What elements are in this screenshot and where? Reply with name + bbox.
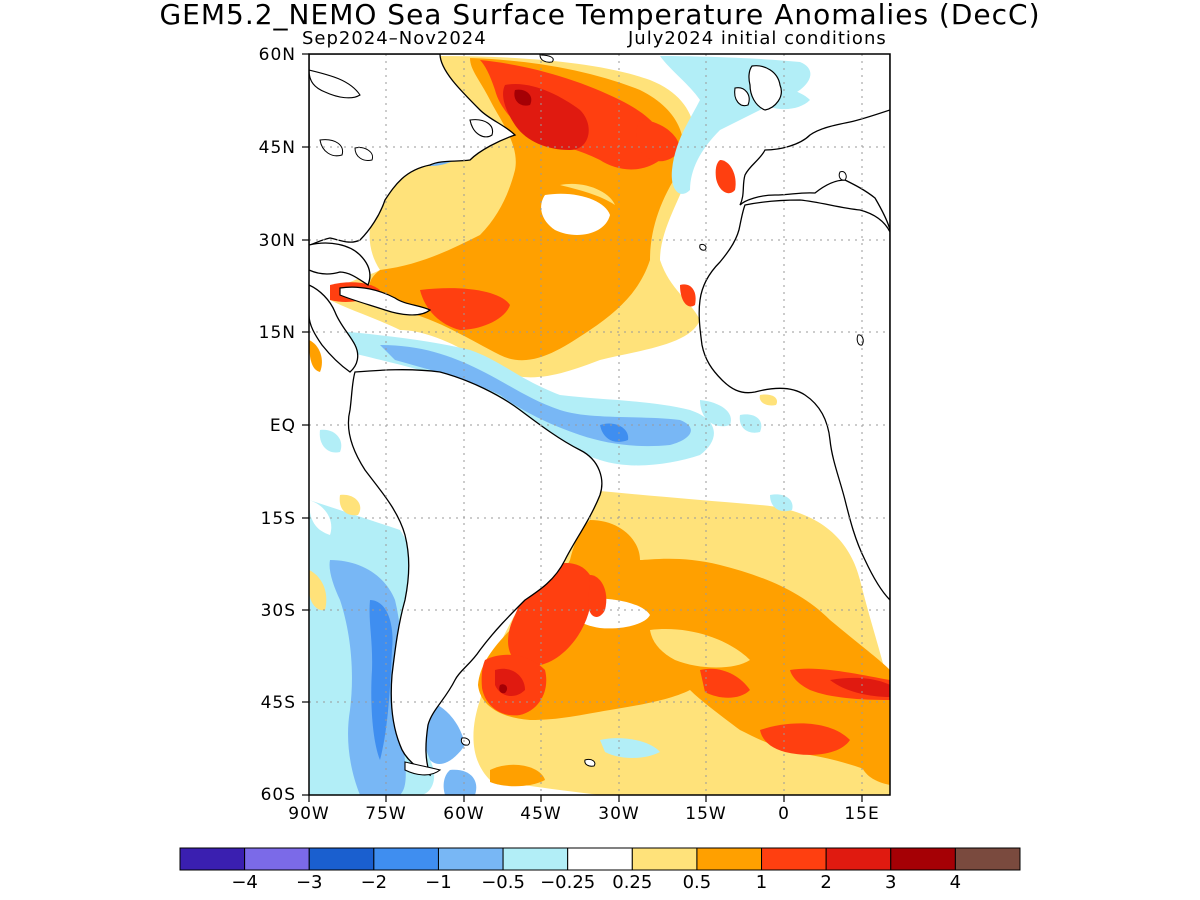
lat-label-15n: 15N: [258, 323, 296, 343]
graticule: [309, 54, 890, 795]
colorbar-label: 0.5: [682, 872, 712, 893]
colorbar-label: 3: [885, 872, 897, 893]
lat-label-30n: 30N: [258, 231, 296, 251]
land-masses: [309, 54, 890, 777]
colorbar-swatch: [244, 847, 310, 871]
colorbar-label: −1: [425, 872, 452, 893]
colorbar-swatch: [308, 847, 375, 871]
lat-label-60s: 60S: [260, 785, 296, 805]
colorbar-label: −4: [231, 872, 258, 893]
colorbar-label: 2: [820, 872, 832, 893]
colorbar-label: 1: [755, 872, 768, 893]
axis-ticks: [302, 53, 863, 802]
lat-label-60n: 60N: [258, 45, 296, 65]
colorbar-label: −0.5: [481, 872, 525, 893]
lat-label-30s: 30S: [260, 601, 296, 621]
colorbar: [179, 847, 1021, 871]
lon-label-60w: 60W: [443, 804, 485, 824]
colorbar-swatch: [825, 847, 892, 871]
colorbar-label: −0.25: [540, 872, 596, 893]
lat-label-15s: 15S: [260, 509, 296, 529]
lat-label-45s: 45S: [260, 693, 296, 713]
colorbar-label: 0.25: [612, 872, 653, 893]
colorbar-swatch: [890, 847, 956, 871]
colorbar-label: 4: [949, 872, 962, 893]
forecast-period: Sep2024–Nov2024: [302, 28, 487, 49]
colorbar-swatch: [631, 847, 698, 871]
lon-label-90w: 90W: [288, 804, 330, 824]
lon-label-75w: 75W: [365, 804, 407, 824]
lon-label-0: 0: [778, 804, 790, 824]
colorbar-swatch: [437, 847, 504, 871]
colorbar-swatch: [567, 847, 633, 871]
lon-label-15w: 15W: [685, 804, 727, 824]
colorbar-swatch: [761, 847, 827, 871]
map-title: GEM5.2_NEMO Sea Surface Temperature Anom…: [159, 0, 1041, 31]
lon-label-15e: 15E: [844, 804, 880, 824]
lon-label-45w: 45W: [520, 804, 562, 824]
lat-label-45n: 45N: [258, 138, 296, 158]
lat-label-eq: EQ: [269, 416, 296, 436]
lon-label-30w: 30W: [598, 804, 640, 824]
colorbar-swatch: [373, 847, 439, 871]
colorbar-label: −2: [360, 872, 388, 893]
initial-conditions: July2024 initial conditions: [628, 28, 887, 49]
colorbar-swatch: [954, 847, 1021, 871]
colorbar-swatch: [179, 847, 246, 871]
colorbar-label: −3: [295, 872, 323, 893]
colorbar-swatch: [696, 847, 763, 871]
colorbar-swatch: [502, 847, 569, 871]
